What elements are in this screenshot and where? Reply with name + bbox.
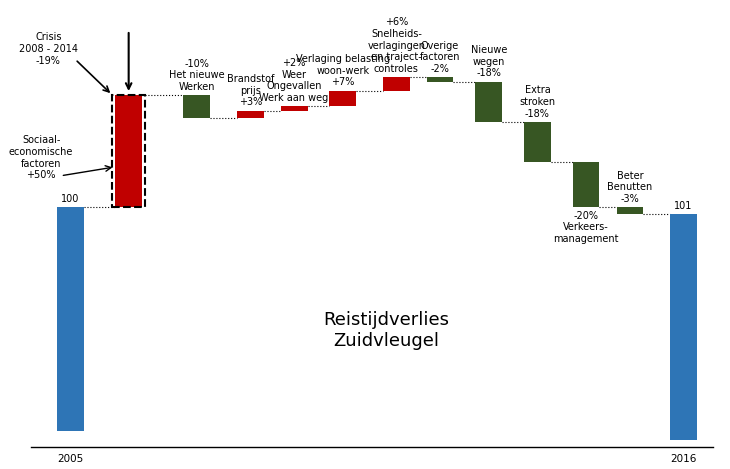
Text: Beter
Benutten
-3%: Beter Benutten -3%	[607, 171, 653, 204]
Text: Overige
factoren
-2%: Overige factoren -2%	[420, 41, 461, 74]
Bar	[329, 91, 356, 106]
Text: Crisis
2008 - 2014
-19%: Crisis 2008 - 2014 -19%	[19, 32, 78, 66]
Text: 101: 101	[675, 201, 693, 211]
Bar	[524, 122, 551, 162]
Text: -20%
Verkeers-
management: -20% Verkeers- management	[553, 211, 619, 244]
Bar	[183, 95, 210, 118]
Text: Reistijdverlies
Zuidvleugel: Reistijdverlies Zuidvleugel	[323, 311, 450, 350]
Bar	[115, 95, 142, 207]
Text: Brandstof
prijs
+3%: Brandstof prijs +3%	[226, 74, 274, 107]
Bar	[237, 111, 264, 118]
Text: +6%
Snelheids-
verlagingen
en traject-
controles: +6% Snelheids- verlagingen en traject- c…	[367, 17, 426, 74]
Text: Extra
stroken
-18%: Extra stroken -18%	[519, 85, 556, 119]
Text: Nieuwe
wegen
-18%: Nieuwe wegen -18%	[471, 45, 507, 78]
Text: 2005: 2005	[57, 454, 83, 464]
Bar	[573, 162, 599, 207]
Text: +2%
Weer
Ongevallen
Werk aan weg: +2% Weer Ongevallen Werk aan weg	[259, 58, 328, 103]
Text: -10%
Het nieuwe
Werken: -10% Het nieuwe Werken	[169, 59, 225, 92]
Bar	[427, 77, 453, 82]
Text: 100: 100	[61, 194, 80, 204]
Bar	[57, 207, 84, 431]
Text: Verlaging belasting
woon-werk
+7%: Verlaging belasting woon-werk +7%	[296, 54, 390, 87]
Bar	[475, 82, 502, 122]
Bar	[281, 106, 307, 111]
Bar	[383, 77, 410, 91]
Bar	[670, 214, 697, 440]
Text: 2016: 2016	[670, 454, 696, 464]
Text: Sociaal-
economische
factoren
+50%: Sociaal- economische factoren +50%	[9, 136, 73, 180]
Bar	[617, 207, 643, 214]
